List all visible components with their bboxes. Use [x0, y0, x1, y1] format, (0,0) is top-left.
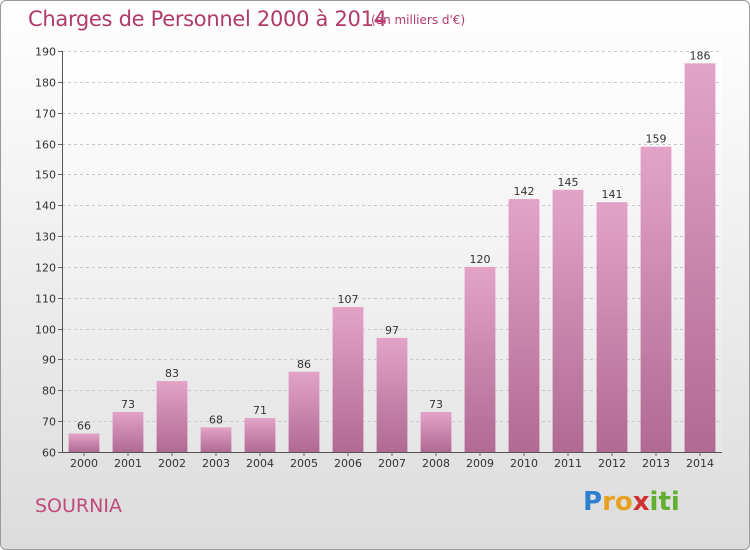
y-tick-label: 170 [35, 108, 56, 121]
y-tick-label: 190 [35, 46, 56, 59]
value-label: 73 [121, 398, 135, 411]
bar-2010 [508, 199, 540, 452]
labels: 60 70 80 90 100 110 120 130 140 150 160 170 180 190 66… [35, 46, 714, 471]
proxiti-logo: Proxiti [583, 487, 680, 517]
x-tick-label: 2012 [598, 457, 626, 470]
value-label: 71 [253, 404, 267, 417]
bar-2009 [464, 266, 496, 452]
value-label: 159 [646, 133, 667, 146]
logo-letter: r [602, 487, 615, 517]
bar-2003 [200, 427, 232, 452]
bars [68, 63, 716, 453]
value-label: 86 [297, 358, 311, 371]
axes [58, 51, 722, 456]
y-tick-label: 180 [35, 77, 56, 90]
logo-letter: i [649, 487, 659, 517]
y-tick-label: 110 [35, 293, 56, 306]
bar-2006 [332, 307, 364, 452]
y-tick-label: 90 [42, 354, 56, 367]
x-tick-label: 2000 [70, 457, 98, 470]
y-tick-label: 160 [35, 139, 56, 152]
chart-title: Charges de Personnel 2000 à 2014 [28, 7, 387, 31]
chart-subtitle: (en milliers d'€) [371, 13, 466, 27]
bar-2000 [68, 433, 100, 452]
value-label: 142 [514, 185, 535, 198]
x-tick-label: 2002 [158, 457, 186, 470]
y-tick-label: 70 [42, 416, 56, 429]
x-tick-label: 2010 [510, 457, 538, 470]
logo-letter: t [658, 487, 671, 517]
y-tick-label: 150 [35, 169, 56, 182]
y-tick-label: 100 [35, 324, 56, 337]
x-tick-label: 2013 [642, 457, 670, 470]
bar-2013 [640, 146, 672, 452]
bar-2012 [596, 202, 628, 452]
y-tick-label: 120 [35, 262, 56, 275]
value-label: 83 [165, 367, 179, 380]
x-tick-label: 2014 [686, 457, 714, 470]
bar-2001 [112, 411, 144, 452]
place-name: SOURNIA [35, 495, 122, 517]
value-label: 145 [558, 176, 579, 189]
bar-2011 [552, 189, 584, 453]
x-tick-label: 2009 [466, 457, 494, 470]
value-label: 120 [470, 253, 491, 266]
x-tick-label: 2006 [334, 457, 362, 470]
value-label: 141 [602, 188, 623, 201]
x-tick-label: 2011 [554, 457, 582, 470]
value-label: 186 [690, 49, 711, 62]
bar-2004 [244, 418, 276, 452]
y-tick-label: 130 [35, 231, 56, 244]
bar-2008 [420, 411, 452, 452]
value-label: 107 [338, 293, 359, 306]
value-label: 66 [77, 419, 91, 432]
x-tick-label: 2007 [378, 457, 406, 470]
bar-2005 [288, 371, 320, 452]
x-tick-label: 2003 [202, 457, 230, 470]
value-label: 68 [209, 413, 223, 426]
y-tick-label: 80 [42, 385, 56, 398]
logo-letter: P [583, 487, 603, 517]
x-tick-label: 2001 [114, 457, 142, 470]
logo-letter: x [632, 487, 650, 517]
y-tick-label: 140 [35, 200, 56, 213]
bar-2014 [684, 63, 716, 452]
bar-2002 [156, 381, 188, 452]
y-tick-label: 60 [42, 447, 56, 460]
value-label: 73 [429, 398, 443, 411]
x-tick-label: 2004 [246, 457, 274, 470]
logo-letter: i [670, 487, 680, 517]
x-tick-label: 2008 [422, 457, 450, 470]
logo-letter: o [614, 487, 633, 517]
bar-2007 [376, 337, 408, 452]
value-label: 97 [385, 324, 399, 337]
x-tick-label: 2005 [290, 457, 318, 470]
